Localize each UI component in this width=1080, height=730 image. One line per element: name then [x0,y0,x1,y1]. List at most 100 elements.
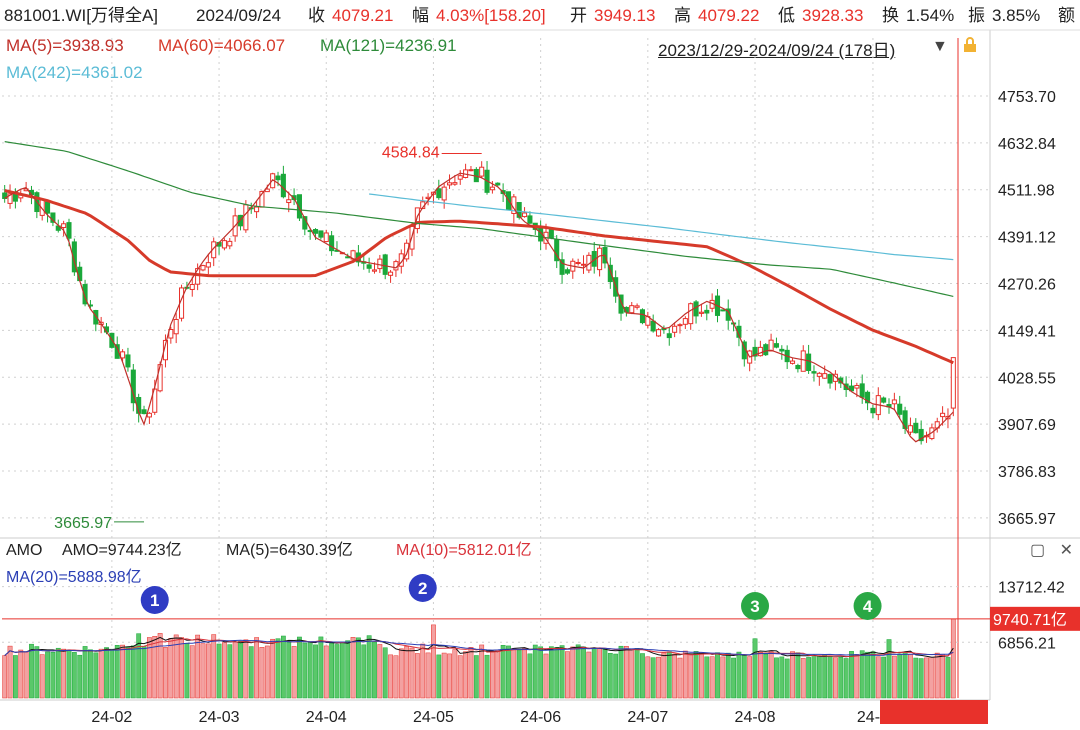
volume-bar [2,655,8,699]
volume-bar [163,647,168,699]
volume-bar [307,641,313,699]
candle-body [296,194,302,219]
low-label: 低 [778,6,795,25]
volume-bar [886,639,892,699]
volume-bar [398,648,404,699]
volume-bar [205,643,211,699]
volume-bar [431,624,436,699]
volume-bar [82,646,88,699]
volume-bar [623,646,629,699]
volume-bar [227,644,233,699]
volume-bar [280,635,286,699]
candle-body [848,385,855,392]
volume-bar [243,639,249,699]
volume-bar [130,645,136,699]
candle-body [838,377,844,384]
volume-bar [918,658,924,699]
candle-body [61,223,67,229]
candle-body [800,350,806,372]
candle-body [704,309,710,314]
candle-body [789,360,796,364]
close-value: 4079.21 [332,6,394,25]
event-marker-label: 2 [418,579,427,598]
restore-icon[interactable]: ▢ [1030,542,1046,559]
event-marker-label: 4 [863,597,873,616]
candle-body [656,329,662,337]
volume-bar [929,656,935,699]
candle-body [237,214,244,227]
candle-body [286,199,292,204]
date-range-selector[interactable]: 2023/12/29-2024/09/24 (178日) [658,41,896,60]
candle-body [120,351,126,359]
candle-body [468,169,474,172]
volume-bar [195,634,201,699]
lock-icon[interactable] [962,37,978,53]
candle-body [688,303,694,325]
volume-bar [377,644,383,699]
volume-bar [538,646,544,699]
dropdown-triangle-icon[interactable]: ▼ [932,38,948,55]
turnover-value: 1.54% [906,6,955,25]
candle-body [71,241,77,273]
volume-bar [854,654,860,699]
close-icon[interactable]: ✕ [1059,542,1073,559]
candle-body [854,384,860,389]
price-tick-label: 4391.12 [998,230,1056,247]
volume-bar [484,654,490,699]
candle-body [318,230,324,238]
volume-bar [173,634,179,699]
volume-bar [859,650,865,699]
volume-bar [693,651,699,699]
volume-bar [682,650,688,699]
price-tick-label: 4028.55 [998,370,1056,387]
volume-bar [779,656,785,699]
candle-body [768,339,774,352]
volume-bar [741,655,747,699]
volume-bar [784,658,790,699]
open-value: 3949.13 [594,6,656,25]
volume-bar [656,656,661,699]
volume-bar [720,656,726,699]
candle-body [114,344,120,359]
candle-body [629,305,635,314]
volume-bar [559,645,565,699]
candle-body [371,269,378,272]
candle-body [441,186,447,201]
volume-bar [157,633,163,699]
candle-body [580,263,587,266]
volume-bar [425,652,431,699]
volume-bar [77,654,83,699]
volume-bar [548,646,554,699]
volume-bar [222,642,227,699]
volume-bar [757,651,763,699]
candle-body [816,372,822,377]
volume-bar [13,655,18,699]
volume-bar [699,652,704,699]
volume-bar [527,653,533,699]
candle-body [162,339,169,361]
volume-bar [23,651,29,699]
volume-bar [334,644,340,699]
candle-body [773,343,779,348]
volume-bar [865,651,870,699]
volume-bar [790,651,795,699]
candle-body [554,239,560,262]
volume-bar [109,648,115,699]
candle-body [763,344,769,356]
panel-window-controls[interactable]: ▢ ✕ [1030,540,1073,560]
volume-bar [554,647,560,699]
volume-bar [125,646,131,699]
candle-body [329,235,335,252]
candle-body [141,409,147,415]
volume-bar [645,656,651,699]
candle-body [489,186,495,191]
volume-bar [597,648,602,699]
volume-bar [114,644,120,699]
volume-bar [270,638,276,699]
candle-body [806,353,812,372]
volume-bar [490,651,495,699]
volume-bar [650,657,656,699]
candle-body [45,201,51,214]
time-tick-label: 24-08 [735,709,776,726]
candle-body [200,265,206,271]
